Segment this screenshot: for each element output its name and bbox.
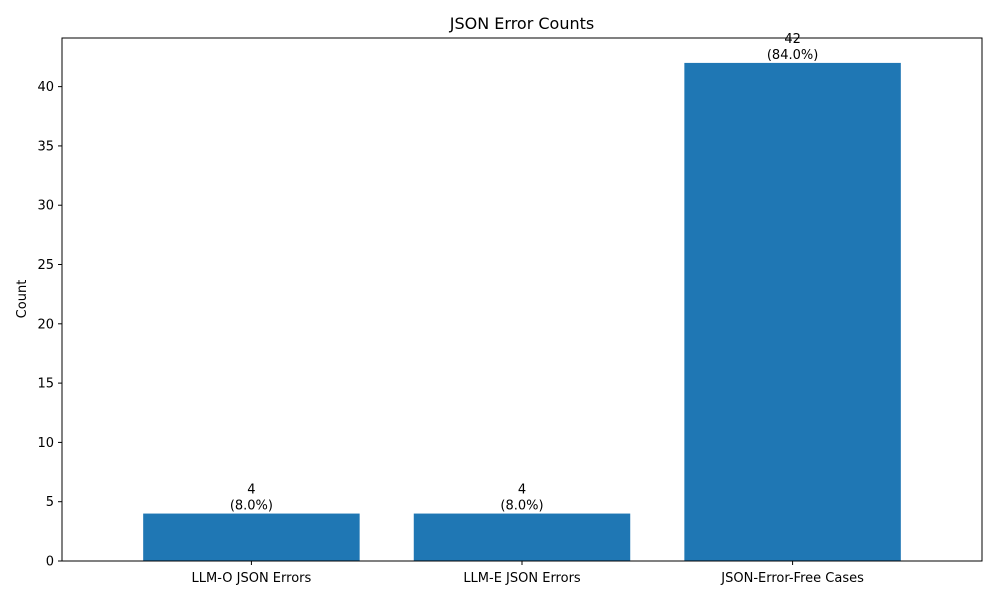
x-tick-label-2: JSON-Error-Free Cases xyxy=(720,571,864,586)
y-tick-label-5: 25 xyxy=(37,258,54,273)
y-tick-label-7: 35 xyxy=(37,139,54,154)
y-tick-label-0: 0 xyxy=(46,555,54,570)
x-tick-label-0: LLM-O JSON Errors xyxy=(192,571,312,586)
bar-percent-label-1: (8.0%) xyxy=(500,499,543,514)
y-axis: 0 5 10 15 20 25 30 35 40 xyxy=(37,80,62,570)
y-tick-label-6: 30 xyxy=(37,199,54,214)
bar-percent-label-0: (8.0%) xyxy=(230,499,273,514)
bar-1 xyxy=(413,513,631,561)
y-tick-label-3: 15 xyxy=(37,377,54,392)
bar-percent-label-2: (84.0%) xyxy=(767,48,818,63)
x-tick-label-1: LLM-E JSON Errors xyxy=(463,571,581,586)
y-tick-label-2: 10 xyxy=(37,436,54,451)
x-axis: LLM-O JSON Errors LLM-E JSON Errors JSON-E… xyxy=(192,561,864,586)
bar-2 xyxy=(684,62,901,562)
bar-value-label-2: 42 xyxy=(784,32,801,47)
chart-title: JSON Error Counts xyxy=(449,14,594,33)
bars-layer xyxy=(143,62,901,562)
bar-labels-layer: 4(8.0%)4(8.0%)42(84.0%) xyxy=(230,32,818,514)
bar-value-label-1: 4 xyxy=(518,483,526,498)
bar-0 xyxy=(143,513,360,561)
y-tick-label-8: 40 xyxy=(37,80,54,95)
y-tick-label-4: 20 xyxy=(37,317,54,332)
plot-frame xyxy=(61,37,983,562)
y-axis-label: Count xyxy=(15,280,30,319)
bar-value-label-0: 4 xyxy=(247,483,255,498)
y-tick-label-1: 5 xyxy=(46,495,54,510)
